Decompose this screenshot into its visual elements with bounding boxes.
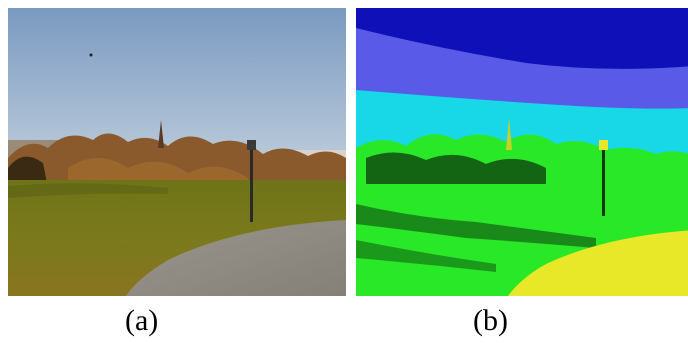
bird (89, 53, 93, 57)
segmentation-map (356, 8, 688, 296)
path (126, 220, 346, 296)
segment-lamp-post (602, 148, 605, 216)
lamp-post (250, 148, 253, 222)
segment-spire (506, 118, 512, 150)
park-photograph (8, 8, 346, 296)
segment-path (508, 230, 688, 296)
church-spire (158, 120, 164, 148)
sky (8, 8, 346, 158)
caption-b: (b) (473, 304, 508, 337)
segment-sky-mid (356, 28, 688, 118)
photo-panel (8, 8, 346, 296)
lawn-shadow (8, 183, 168, 198)
segmentation-panel (356, 8, 688, 296)
caption-a: (a) (125, 304, 159, 337)
